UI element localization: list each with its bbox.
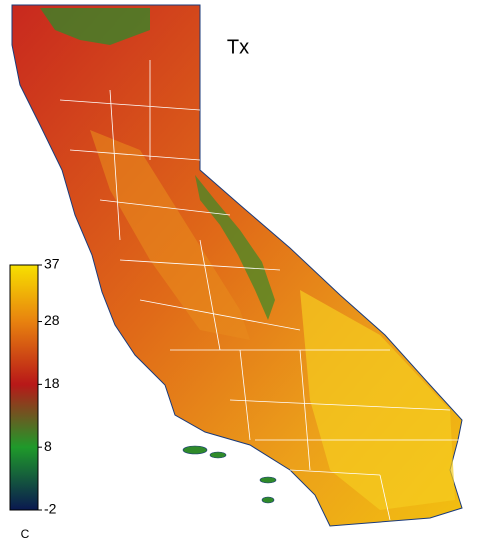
colorbar-scale [9, 264, 39, 511]
colorbar-tick-label: 28 [44, 312, 60, 328]
mountain-cool-area [40, 8, 150, 45]
central-valley-area [90, 130, 250, 340]
map-title: Tx [227, 36, 249, 58]
colorbar-tick-label: 37 [44, 256, 60, 272]
island [209, 451, 227, 459]
island [182, 445, 208, 455]
sierra-cool-area [195, 175, 275, 320]
islands [182, 445, 277, 504]
colorbar-tick-label: 8 [44, 438, 52, 454]
california-map [11, 4, 463, 527]
island [261, 496, 275, 504]
island [259, 476, 277, 484]
desert-area [300, 290, 455, 510]
county-line [59, 60, 460, 521]
colorbar-unit: C [21, 527, 30, 541]
colorbar-tick-label: 18 [44, 375, 60, 391]
colorbar-tick-label: -2 [44, 501, 57, 517]
colorbar: 37 28 18 8 -2 C [9, 256, 60, 541]
